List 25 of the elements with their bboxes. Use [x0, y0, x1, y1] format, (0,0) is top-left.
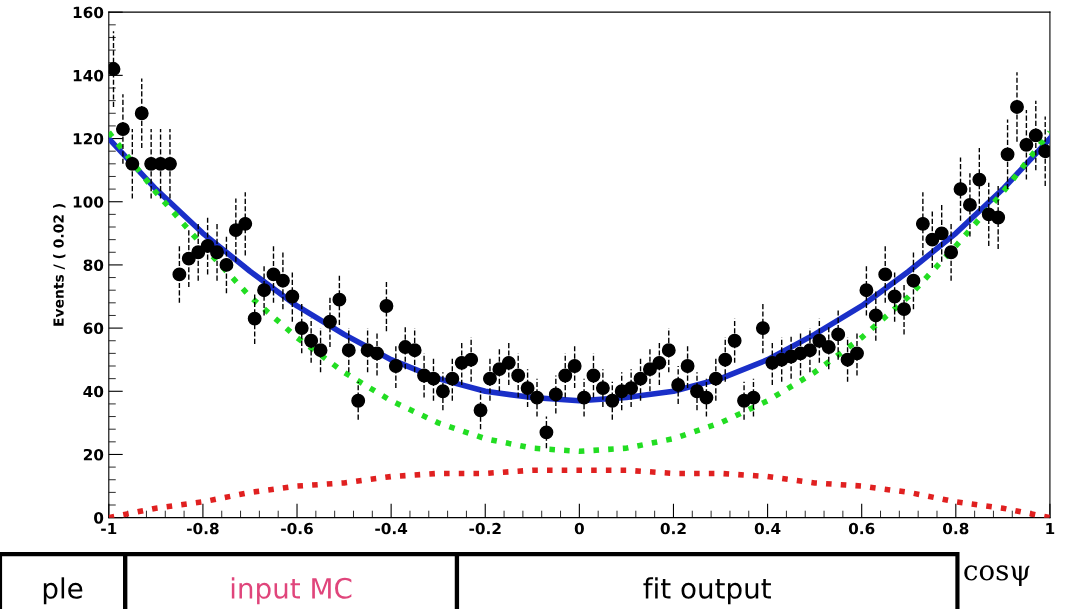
x-tick-label: -0.8 [187, 522, 219, 535]
y-tick-label: 20 [83, 448, 104, 461]
x-tick-label: -0.6 [281, 522, 313, 535]
y-tick-label: 160 [73, 6, 104, 19]
text: input MC [231, 577, 352, 605]
x-tick-label: 0.8 [943, 522, 969, 535]
y-tick-label: 60 [83, 322, 104, 335]
text: fit output [643, 577, 771, 605]
y-tick-label: 80 [83, 259, 104, 271]
x-tick-label: 0.4 [754, 522, 781, 535]
x-tick-label: -0.4 [375, 522, 408, 535]
y-tick-label: 120 [73, 133, 104, 145]
x-tick-label: -1 [101, 522, 117, 535]
text: ple [43, 577, 83, 605]
x-tick-label: 1 [1046, 522, 1055, 535]
x-tick-label: 0.6 [848, 522, 875, 535]
x-tick-label: -0.2 [469, 522, 501, 535]
y-tick-label: 100 [73, 196, 104, 208]
y-axis-title: Events / ( 0.02 ) [53, 204, 66, 326]
x-tick-label: 0 [574, 522, 584, 535]
x-tick-label: 0.2 [660, 522, 686, 535]
y-tick-label: 140 [73, 69, 104, 82]
y-tick-label: 0 [94, 512, 104, 524]
text: cosψ [964, 565, 1030, 586]
y-tick-label: 40 [83, 385, 104, 398]
